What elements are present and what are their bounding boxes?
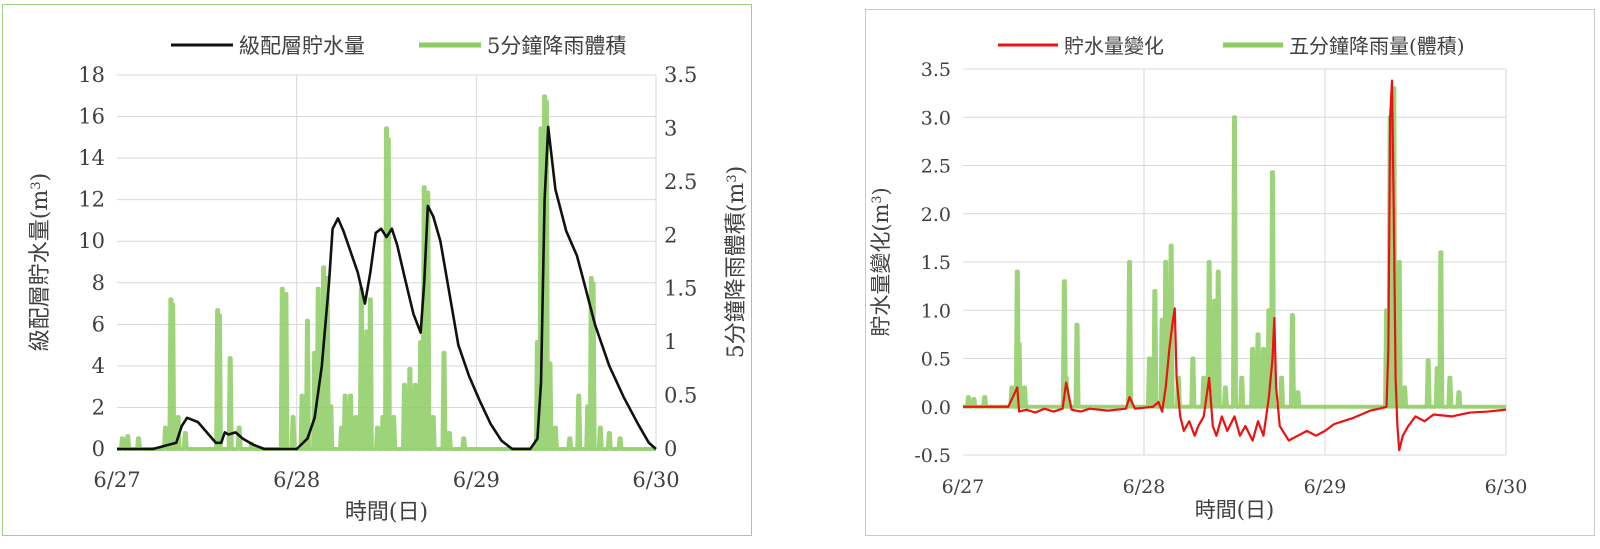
y-tick-label: 0.0 <box>921 397 951 419</box>
y-tick-label: 10 <box>78 229 105 253</box>
y2-tick-label: 1 <box>664 330 677 354</box>
y-tick-label: 2.0 <box>921 204 951 226</box>
y-tick-label: -0.5 <box>914 445 951 467</box>
y-tick-label: 8 <box>92 271 105 295</box>
y-axis-label-main: 貯水量變化(m <box>869 203 893 336</box>
y2-axis-label-superscript: 3 <box>725 174 740 182</box>
series-storage <box>117 125 657 451</box>
left-chart: 0 2 4 6 8 10 12 14 16 18 0 0.5 1 1.5 2 2.5 3 3.5 6/27 6/28 6… <box>28 34 749 525</box>
legend-label: 五分鐘降雨量(體積) <box>1289 34 1465 58</box>
y2-axis-label: 5分鐘降雨體積(m3) <box>724 166 749 358</box>
y-tick-label: 0.5 <box>921 349 951 371</box>
y-axis-label: 級配層貯水量(m3) <box>28 173 53 351</box>
y-tick-label: 2 <box>92 395 105 419</box>
x-tick-label: 6/28 <box>273 468 320 492</box>
y2-tick-label: 0 <box>664 437 677 461</box>
series-storage-change <box>963 79 1507 452</box>
y-axis-label-end: ) <box>869 187 893 195</box>
y2-axis-label-main: 5分鐘降雨體積(m <box>724 183 749 359</box>
x-axis-label: 時間(日) <box>1195 498 1274 522</box>
x-tick-label: 6/27 <box>942 476 985 498</box>
legend-label: 5分鐘降雨體積 <box>487 34 626 58</box>
y-tick-label: 6 <box>92 312 105 336</box>
y2-tick-label: 1.5 <box>664 277 697 301</box>
x-tick-label: 6/28 <box>1123 476 1166 498</box>
x-tick-label: 6/30 <box>1485 476 1528 498</box>
y-tick-label: 1.5 <box>921 252 951 274</box>
y-tick-label: 12 <box>78 188 105 212</box>
y-tick-label: 3.0 <box>921 107 951 129</box>
y-axis-label-superscript: 3 <box>869 196 884 204</box>
right-chart: -0.5 0.0 0.5 1.0 1.5 2.0 2.5 3.0 3.5 6/27 6/28 6/29… <box>869 34 1528 522</box>
right-chart-panel: -0.5 0.0 0.5 1.0 1.5 2.0 2.5 3.0 3.5 6/27 6/28 6/29… <box>865 9 1595 536</box>
y-tick-label: 14 <box>78 146 105 170</box>
y2-tick-label: 2 <box>664 223 677 247</box>
y-tick-label: 18 <box>78 63 105 87</box>
y2-tick-label: 2.5 <box>664 170 697 194</box>
y-axis-label-superscript: 3 <box>29 181 44 189</box>
x-axis-label: 時間(日) <box>345 500 428 525</box>
y-tick-label: 16 <box>78 105 105 129</box>
x-tick-label: 6/29 <box>1304 476 1347 498</box>
y-tick-label: 2.5 <box>921 156 951 178</box>
series-rain-volume <box>117 94 656 451</box>
y2-tick-label: 0.5 <box>664 384 697 408</box>
y-tick-label: 1.0 <box>921 300 951 322</box>
y-tick-label: 3.5 <box>921 59 951 81</box>
y-tick-label: 4 <box>92 354 105 378</box>
y-axis-label-main: 級配層貯水量(m <box>28 190 53 352</box>
y-axis-label: 貯水量變化(m3) <box>869 187 894 336</box>
x-tick-label: 6/30 <box>632 468 679 492</box>
x-tick-label: 6/29 <box>453 468 500 492</box>
y2-tick-label: 3 <box>664 116 677 140</box>
y2-tick-label: 3.5 <box>664 63 697 87</box>
x-tick-label: 6/27 <box>93 468 140 492</box>
y2-axis-label-end: ) <box>724 166 749 175</box>
y-axis-label-end: ) <box>28 173 53 182</box>
legend-label: 級配層貯水量 <box>239 34 365 58</box>
left-chart-panel: 0 2 4 6 8 10 12 14 16 18 0 0.5 1 1.5 2 2.5 3 3.5 6/27 6/28 6… <box>2 4 752 536</box>
legend-label: 貯水量變化 <box>1064 34 1164 58</box>
y-tick-label: 0 <box>92 437 105 461</box>
